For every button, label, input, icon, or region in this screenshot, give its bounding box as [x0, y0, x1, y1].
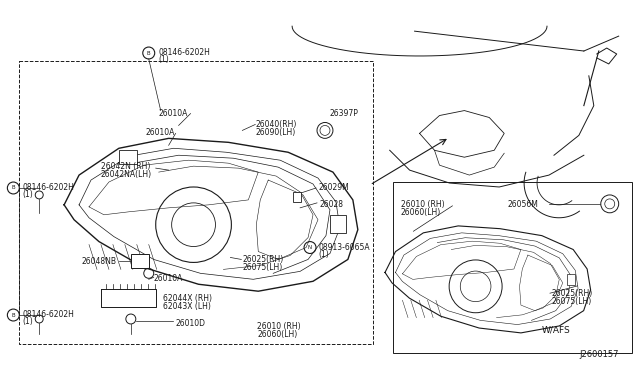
Text: 08146-6202H: 08146-6202H — [22, 183, 74, 192]
Text: 26060(LH): 26060(LH) — [401, 208, 441, 217]
Text: 26010A: 26010A — [146, 128, 175, 137]
Text: 26042NA(LH): 26042NA(LH) — [101, 170, 152, 179]
Text: N: N — [308, 245, 312, 250]
Text: 26025(RH): 26025(RH) — [552, 289, 593, 298]
Bar — [393, 182, 632, 353]
Text: J2600157: J2600157 — [579, 350, 619, 359]
Text: (1): (1) — [22, 317, 33, 326]
Text: W/AFS: W/AFS — [542, 326, 571, 335]
Text: (1): (1) — [318, 250, 329, 259]
Bar — [19, 61, 372, 344]
Text: 26060(LH): 26060(LH) — [257, 330, 298, 339]
Text: 26040(RH): 26040(RH) — [255, 121, 297, 129]
Text: 62043X (LH): 62043X (LH) — [163, 302, 211, 311]
Bar — [119, 150, 137, 164]
Bar — [330, 215, 346, 232]
Text: 26029M: 26029M — [318, 183, 349, 192]
Text: (1): (1) — [159, 55, 170, 64]
Text: 26010D: 26010D — [175, 319, 205, 328]
Text: 26397P: 26397P — [330, 109, 359, 118]
Text: 26056M: 26056M — [507, 200, 538, 209]
Text: 26090(LH): 26090(LH) — [255, 128, 296, 137]
Bar — [293, 192, 301, 202]
Text: 26010 (RH): 26010 (RH) — [257, 322, 301, 331]
Bar — [567, 274, 575, 285]
Text: 26075(LH): 26075(LH) — [552, 297, 592, 306]
Text: 26042N (RH): 26042N (RH) — [101, 162, 150, 171]
Text: 26010 (RH): 26010 (RH) — [401, 200, 444, 209]
Text: B: B — [12, 186, 15, 190]
Bar — [131, 254, 148, 268]
Text: 26010A: 26010A — [154, 274, 183, 283]
Text: 26075(LH): 26075(LH) — [243, 263, 283, 272]
Text: 08913-6065A: 08913-6065A — [318, 243, 370, 251]
Text: 26048NB: 26048NB — [81, 257, 116, 266]
Text: 08146-6202H: 08146-6202H — [22, 310, 74, 319]
Text: 26028: 26028 — [320, 200, 344, 209]
Text: B: B — [147, 51, 150, 55]
Text: B: B — [12, 312, 15, 318]
Text: 26010A: 26010A — [159, 109, 188, 118]
Text: 26025(RH): 26025(RH) — [243, 256, 284, 264]
Text: (1): (1) — [22, 190, 33, 199]
Text: 08146-6202H: 08146-6202H — [159, 48, 211, 57]
Text: 62044X (RH): 62044X (RH) — [163, 294, 212, 303]
